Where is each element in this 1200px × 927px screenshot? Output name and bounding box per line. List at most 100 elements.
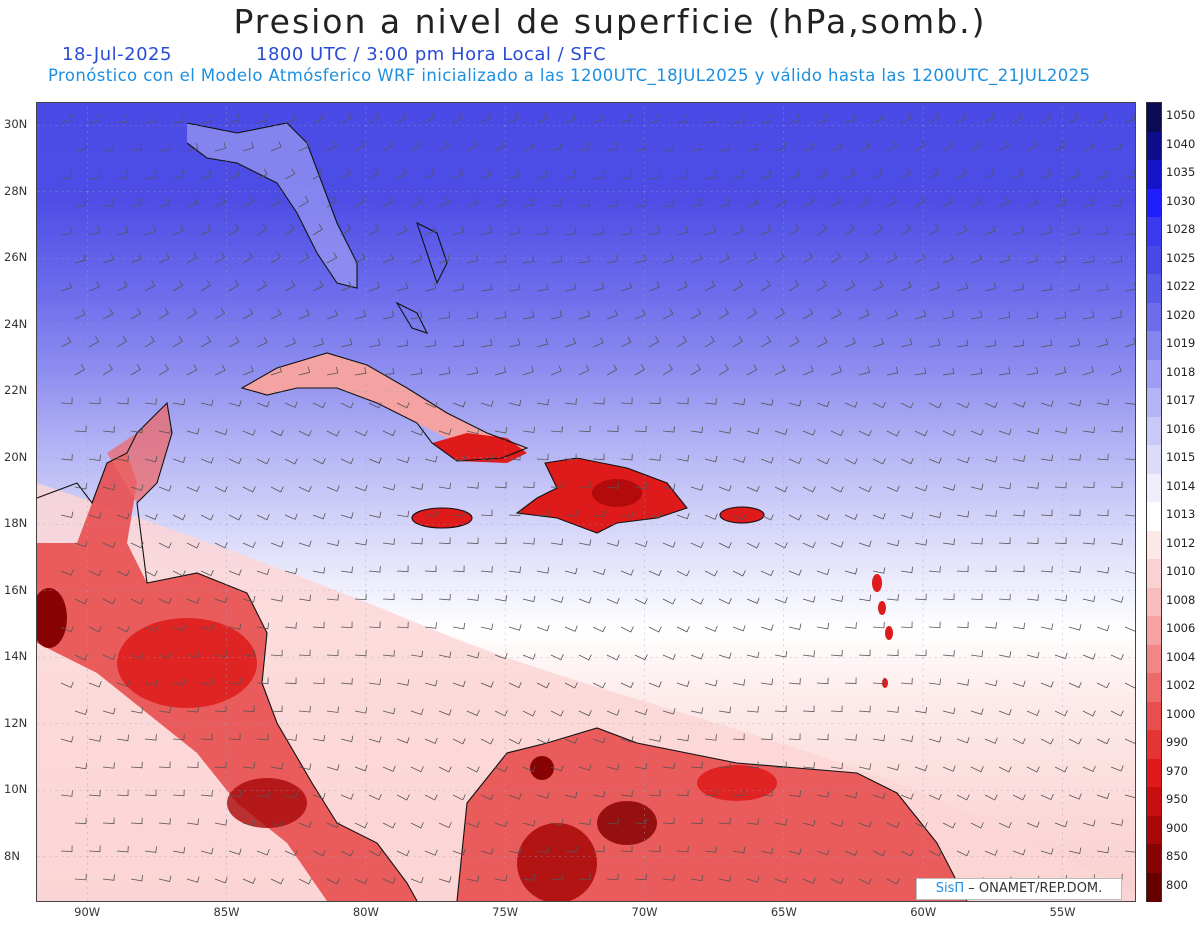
wind-barb <box>564 282 577 292</box>
wind-barb <box>494 427 508 434</box>
wind-barb <box>130 484 144 491</box>
wind-barb <box>858 705 871 713</box>
wind-barb <box>1012 794 1026 801</box>
wind-barb <box>452 565 465 573</box>
pressure-map <box>36 102 1136 902</box>
wind-barb <box>228 279 239 292</box>
colorbar-swatch <box>1147 188 1161 218</box>
wind-barb <box>116 336 127 348</box>
colorbar-level-1000: 1000 <box>1166 706 1196 721</box>
wind-barb <box>718 198 731 208</box>
wind-barb <box>1040 848 1054 855</box>
wind-barb <box>340 224 352 236</box>
wind-barb <box>88 336 100 348</box>
wind-barb <box>900 566 913 574</box>
wind-barb <box>1012 622 1026 630</box>
wind-barb <box>732 679 746 686</box>
wind-barb <box>536 792 550 799</box>
wind-barb <box>340 112 352 124</box>
lon-label-60w: 60W <box>910 905 937 919</box>
wind-barb <box>900 338 913 348</box>
wind-barb <box>270 308 282 320</box>
wind-barb <box>984 565 997 573</box>
wind-barb <box>550 710 564 717</box>
wind-barb <box>676 570 690 577</box>
wind-barb <box>774 364 786 376</box>
wind-barb <box>480 169 492 180</box>
wind-barb <box>396 737 410 744</box>
wind-barb <box>1026 594 1039 601</box>
wind-barb <box>886 309 898 320</box>
wind-barb <box>1082 820 1096 827</box>
wind-barb <box>914 140 926 152</box>
wind-barb <box>816 677 829 685</box>
wind-barb <box>662 653 676 661</box>
wind-barb <box>410 196 422 208</box>
wind-barb <box>88 789 101 797</box>
lat-label-30n: 30N <box>4 117 28 132</box>
wind-barb <box>270 595 284 602</box>
colorbar-swatch <box>1147 103 1161 132</box>
wind-barb <box>704 679 718 687</box>
wind-barb <box>746 542 760 549</box>
colorbar-swatch <box>1147 587 1161 617</box>
pressure-colorbar <box>1146 102 1162 902</box>
wind-barb <box>634 654 648 661</box>
wind-barb <box>424 849 438 856</box>
wind-barb <box>802 877 816 884</box>
wind-barb <box>1040 565 1053 573</box>
wind-barb <box>130 426 144 434</box>
wind-barb <box>130 707 144 714</box>
wind-barb <box>1012 849 1026 856</box>
wind-barb <box>1012 680 1026 687</box>
wind-barb <box>942 707 956 715</box>
wind-barb <box>144 570 158 577</box>
wind-barb <box>102 483 116 491</box>
wind-barb <box>676 512 690 520</box>
wind-barb <box>760 847 774 855</box>
wind-barb <box>354 764 368 772</box>
wind-barb <box>900 850 914 857</box>
wind-barb <box>606 199 619 208</box>
wind-barb <box>1082 426 1095 434</box>
wind-barb <box>228 400 242 407</box>
wind-barb <box>214 542 228 549</box>
wind-barb <box>1124 682 1135 689</box>
wind-barb <box>60 227 73 236</box>
wind-barb <box>872 337 885 348</box>
wind-barb <box>760 280 771 292</box>
wind-barb <box>928 167 939 180</box>
wind-barb <box>676 336 687 348</box>
wind-barb <box>928 621 941 629</box>
wind-barb <box>872 113 884 124</box>
wind-barb <box>676 397 689 405</box>
wind-barb <box>130 598 144 605</box>
wind-barb <box>452 339 465 348</box>
colorbar-swatch <box>1147 758 1161 788</box>
wind-barb <box>718 308 729 320</box>
wind-barb <box>564 682 578 689</box>
wind-barb <box>564 453 577 460</box>
colorbar-swatch <box>1147 473 1161 503</box>
wind-barb <box>760 624 774 631</box>
wind-barb <box>1068 624 1082 631</box>
wind-barb <box>144 679 158 687</box>
wind-barb <box>1110 819 1124 826</box>
wind-barb <box>326 878 340 885</box>
wind-barb <box>634 254 647 264</box>
wind-barb <box>648 845 661 853</box>
wind-barb <box>508 112 520 124</box>
wind-barb <box>690 253 702 264</box>
wind-barb <box>970 766 984 773</box>
wind-barb <box>116 115 129 124</box>
wind-barb <box>970 311 983 320</box>
wind-barb <box>326 539 340 547</box>
wind-barb <box>606 425 619 432</box>
wind-barb <box>508 793 522 800</box>
wind-barb <box>956 339 969 348</box>
wind-barb <box>1124 458 1135 460</box>
wind-barb <box>452 794 466 801</box>
wind-barb <box>466 537 479 545</box>
wind-barb <box>340 566 353 573</box>
wind-barb <box>802 650 815 657</box>
